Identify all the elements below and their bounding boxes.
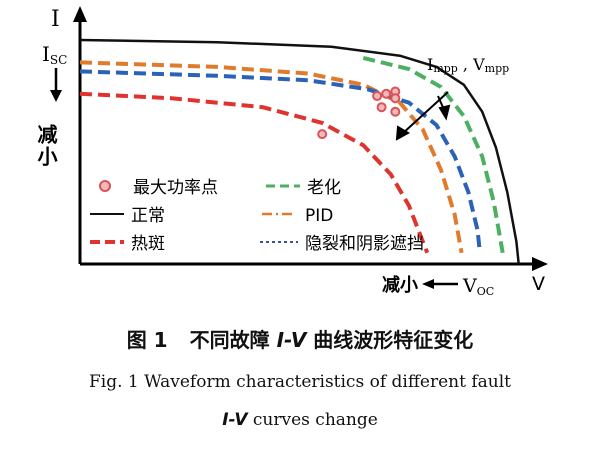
legend-item-crack-shading: 隐裂和阴影遮挡 (260, 234, 424, 254)
y-decrease-label: 减小 (34, 123, 58, 168)
legend-crack-shading-label: 隐裂和阴影遮挡 (305, 234, 424, 254)
iv-curve-chart: I V ISC 减小 减小 VOC Impp , Vmpp 最大功率点 老化 正… (34, 6, 548, 298)
legend-mpp-label: 最大功率点 (133, 178, 218, 198)
series-line-1 (362, 55, 505, 254)
legend-item-normal: 正常 (90, 206, 165, 226)
voc-label: VOC (462, 275, 494, 298)
y-axis-label: I (51, 7, 60, 32)
isc-down-arrow-head (50, 90, 62, 102)
caption-english-line1: Fig. 1 Waveform characteristics of diffe… (88, 372, 511, 392)
legend-mpp-marker (99, 180, 111, 192)
legend: 最大功率点 老化 正常 PID 热斑 隐裂和阴影遮挡 (90, 178, 424, 254)
mpp-point-4 (376, 102, 387, 113)
series-line-4 (79, 91, 430, 254)
isc-label: ISC (42, 42, 67, 67)
y-axis-arrow (73, 6, 87, 22)
x-decrease-label: 减小 (382, 274, 418, 296)
x-axis-arrow (532, 257, 548, 271)
legend-normal-label: 正常 (131, 206, 165, 226)
caption-cn-iv: I-V (276, 328, 307, 352)
series-line-0 (79, 38, 520, 265)
legend-aging-label: 老化 (307, 178, 341, 198)
legend-item-mpp: 最大功率点 (99, 178, 218, 198)
caption-english-line2: I-V curves change (0, 410, 600, 430)
caption-figure-number: 图 1 (126, 328, 168, 352)
voc-left-arrow-head (422, 279, 434, 289)
mpp-annotation: Impp , Vmpp (427, 55, 509, 75)
legend-hotspot-label: 热斑 (131, 234, 165, 254)
legend-pid-label: PID (305, 206, 333, 226)
mpp-point-1 (372, 91, 383, 101)
caption-cn-text-a: 不同故障 (189, 328, 277, 352)
legend-item-hotspot: 热斑 (90, 234, 165, 254)
caption-chinese: 图 1 不同故障 I-V 曲线波形特征变化 (0, 324, 600, 353)
series-layer (79, 38, 520, 265)
mpp-point-2 (390, 106, 401, 117)
caption-en-iv: I-V (222, 410, 248, 430)
mpp-point-3 (390, 93, 401, 104)
caption-cn-text-b: 曲线波形特征变化 (306, 328, 474, 352)
mpp-point-6 (317, 129, 328, 140)
caption-en-rest: curves change (247, 410, 378, 430)
series-line-2 (79, 60, 464, 254)
mpp-point-5 (381, 88, 392, 99)
mpp-markers (317, 86, 401, 140)
legend-item-pid: PID (262, 206, 333, 226)
legend-item-aging: 老化 (266, 178, 341, 198)
x-axis-label: V (532, 273, 545, 295)
mpp-trend-arrows (395, 91, 451, 141)
